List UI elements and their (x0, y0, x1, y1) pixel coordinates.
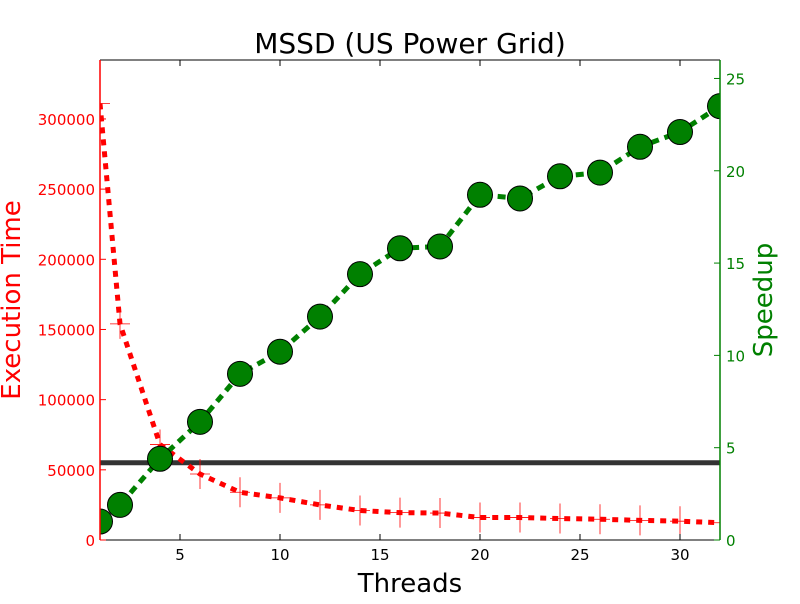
x-tick-label: 15 (370, 546, 389, 564)
speedup-marker (667, 119, 693, 145)
y-left-tick-label: 0 (85, 532, 95, 550)
speedup-marker (347, 261, 373, 288)
speedup-marker (107, 491, 133, 518)
plot-area: 5 10 15 20 25 30 0 50000 100000 150000 200000 25000… (38, 59, 745, 564)
y-left-tick-label: 250000 (38, 181, 95, 199)
execution-time-line (100, 103, 720, 526)
speedup-marker (147, 445, 173, 472)
x-tick-label: 25 (570, 546, 589, 564)
y-left-tick-label: 50000 (47, 462, 95, 480)
y-right-tick-label: 0 (726, 532, 736, 550)
x-tick-label: 30 (670, 546, 689, 564)
y-right-tick-label: 25 (726, 70, 745, 88)
y-left-tick-label: 100000 (38, 392, 95, 410)
speedup-marker (547, 163, 573, 190)
speedup-marker (227, 360, 253, 387)
x-tick-label: 5 (175, 546, 185, 564)
y-right-tick-label: 15 (726, 255, 745, 273)
x-axis-label: Threads (357, 569, 462, 599)
speedup-marker (427, 233, 453, 260)
speedup-marker (100, 508, 113, 535)
speedup-marker (307, 303, 333, 330)
y-right-tick-label: 5 (726, 440, 736, 458)
speedup-marker (587, 159, 613, 186)
speedup-marker (467, 181, 493, 208)
speedup-marker (627, 133, 653, 160)
y-right-tick-label: 10 (726, 347, 745, 365)
y-right-tick-label: 20 (726, 163, 745, 181)
speedup-marker (507, 185, 533, 212)
speedup-marker (707, 93, 720, 120)
y-left-tick-label: 300000 (38, 111, 95, 129)
y-left-tick-label: 200000 (38, 251, 95, 269)
x-tick-label: 20 (470, 546, 489, 564)
speedup-marker (387, 235, 413, 262)
speedup-line (100, 104, 720, 524)
chart-title: MSSD (US Power Grid) (254, 27, 566, 60)
x-tick-label: 10 (270, 546, 289, 564)
y-left-axis-label: Execution Time (0, 200, 27, 399)
speedup-marker (267, 338, 293, 365)
speedup-marker (187, 408, 213, 435)
y-right-axis-label: Speedup (749, 243, 779, 358)
y-left-tick-label: 150000 (38, 321, 95, 339)
